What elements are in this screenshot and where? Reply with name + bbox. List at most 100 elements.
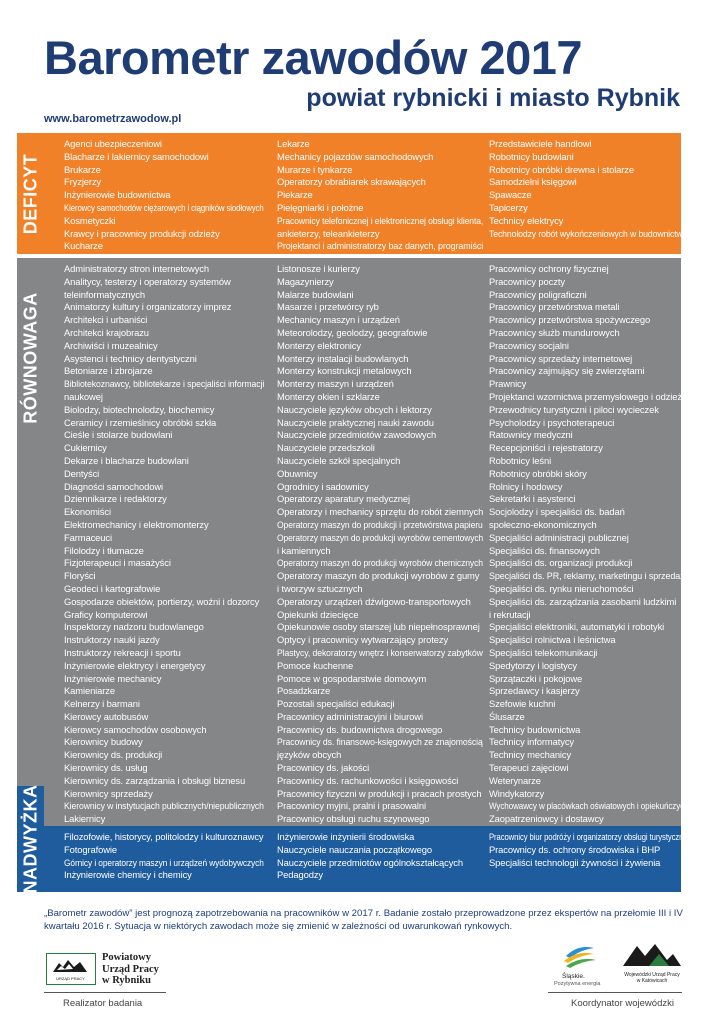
job-item: Plastycy, dekoratorzy wnętrz i konserwat… <box>277 646 483 658</box>
realizator-caption: Realizator badania <box>63 998 143 1009</box>
footnote: „Barometr zawodów” jest prognozą zapotrz… <box>44 908 683 932</box>
job-item: Specjaliści ds. finansowych <box>489 544 600 556</box>
job-item: Górnicy i operatorzy maszyn i urządzeń w… <box>64 856 264 868</box>
job-item: Optycy i pracownicy wytwarzający protezy <box>277 634 449 646</box>
job-item: Kierownicy budowy <box>64 736 143 748</box>
job-item: Pracownicy poligraficzni <box>489 288 587 300</box>
job-item: Inżynierowie elektrycy i energetycy <box>64 659 206 671</box>
job-item: Inżynierowie inżynierii środowiska <box>277 831 415 842</box>
job-item: Kierownicy w instytucjach publicznych/ni… <box>64 800 264 812</box>
rownowaga-col-3: Pracownicy ochrony fizycznej Pracownicy p… <box>489 263 689 826</box>
job-item: Spawacze <box>489 189 532 201</box>
job-item: Specjaliści administracji publicznej <box>489 531 629 543</box>
job-item: Recepcjoniści i rejestratorzy <box>489 442 603 454</box>
job-item: Ślusarze <box>489 710 525 722</box>
job-item: Meteorolodzy, geolodzy, geografowie <box>277 326 428 338</box>
job-item: Pracownicy służb mundurowych <box>489 326 620 338</box>
job-item: Geodeci i kartografowie <box>64 582 161 594</box>
job-item: Wychowawcy w placówkach oświatowych i op… <box>489 800 689 812</box>
page-title: Barometr zawodów 2017 <box>44 31 583 84</box>
job-item: Pracownicy ds. ochrony środowiska i BHP <box>489 843 661 855</box>
job-item: Pracownicy fizyczni w produkcji i pracac… <box>277 787 482 799</box>
job-item: Kierownicy ds. produkcji <box>64 749 163 761</box>
job-item: Fizjoterapeuci i masażyści <box>64 557 171 569</box>
job-item: Pozostali specjaliści edukacji <box>277 698 395 710</box>
page-subtitle: powiat rybnicki i miasto Rybnik <box>306 84 680 112</box>
job-item: Operatorzy i mechanicy sprzętu do robót … <box>277 506 483 518</box>
job-item: Robotnicy leśni <box>489 454 552 466</box>
job-item: Animatorzy kultury i organizatorzy impre… <box>64 301 232 313</box>
job-item: Pielęgniarki i położne <box>277 201 364 213</box>
job-item: Architekci krajobrazu <box>64 326 149 338</box>
pup-emblem-icon: URZĄD PRACY <box>53 960 87 981</box>
job-item: Windykatorzy <box>489 787 545 799</box>
job-item: Nauczyciele przedmiotów zawodowych <box>277 429 437 441</box>
job-item: Tapicerzy <box>489 201 528 213</box>
job-item: Lakiernicy <box>64 813 106 825</box>
job-item: Floryści <box>64 570 96 582</box>
job-item: Asystenci i technicy dentystyczni <box>64 352 197 364</box>
job-item: Nauczyciele szkół specjalnych <box>277 454 401 466</box>
slaskie-tagline: Pozytywna energia <box>554 981 601 987</box>
job-item: Betoniarze i zbrojarze <box>64 365 153 377</box>
job-item: Specjaliści rolnictwa i leśnictwa <box>489 634 616 646</box>
job-item: Kamieniarze <box>64 685 116 697</box>
job-item: Pracownicy myjni, pralni i prasowalni <box>277 800 426 812</box>
job-item: Operatorzy maszyn do produkcji i przetwó… <box>277 518 483 530</box>
job-item: Kierowcy autobusów <box>64 710 149 722</box>
job-item: Robotnicy obróbki skóry <box>489 467 587 479</box>
section-deficyt: DEFICYT Agenci ubezpieczeniowi Blacharze … <box>17 133 689 254</box>
website-link[interactable]: www.barometrzawodow.pl <box>44 113 182 125</box>
section-rownowaga: RÓWNOWAGA Administratorzy stron internet… <box>17 258 689 826</box>
job-item: Pomoce w gospodarstwie domowym <box>277 672 427 684</box>
job-item: i rekrutacji <box>489 608 531 620</box>
job-item: Operatorzy urządzeń dźwigowo-transportow… <box>277 595 471 607</box>
job-item: Operatorzy aparatury medycznej <box>277 493 410 505</box>
job-item: Specjaliści ds. PR, reklamy, marketingu … <box>489 570 689 582</box>
job-item: Projektanci i administratorzy baz danych… <box>277 240 483 252</box>
job-item: Archiwiści i muzealnicy <box>64 339 158 351</box>
job-item: Samodzielni księgowi <box>489 176 577 188</box>
job-item: Terapeuci zajęciowi <box>489 762 569 774</box>
job-item: języków obcych <box>277 749 342 761</box>
job-item: Graficy komputerowi <box>64 608 148 620</box>
job-item: Technolodzy robót wykończeniowych w budo… <box>489 227 689 239</box>
job-item: Pracownicy ds. budownictwa drogowego <box>277 723 443 735</box>
job-item: Architekci i urbaniści <box>64 314 148 326</box>
job-item: Specjaliści ds. rynku nieruchomości <box>489 582 634 594</box>
pup-name: Powiatowy Urząd Pracy w Rybniku <box>102 952 159 986</box>
job-item: Pracownicy telefonicznej i elektroniczne… <box>277 214 483 226</box>
job-item: Sprzedawcy i kasjerzy <box>489 685 580 697</box>
job-item: Filolodzy i tłumacze <box>64 544 144 556</box>
job-item: Technicy mechanicy <box>489 749 572 761</box>
job-item: Zaopatrzeniowcy i dostawcy <box>489 813 604 825</box>
job-item: Pracownicy ds. rachunkowości i księgowoś… <box>277 774 459 786</box>
job-item: Obuwnicy <box>277 467 318 479</box>
job-item: Nauczyciele języków obcych i lektorzy <box>277 403 432 415</box>
slaskie-logo: Śląskie. Pozytywna energia <box>554 942 617 987</box>
job-item: Inżynierowie chemicy i chemicy <box>64 869 192 881</box>
nadwyzka-col-3: Pracownicy biur podróży i organizatorzy … <box>489 831 689 869</box>
pup-logo-mark: URZĄD PRACY <box>46 953 96 985</box>
deficyt-col-1: Agenci ubezpieczeniowi Blacharze i lakier… <box>64 138 264 253</box>
job-item: Ratownicy medyczni <box>489 429 573 441</box>
job-item: Pedagodzy <box>277 869 324 881</box>
job-item: Mechanicy maszyn i urządzeń <box>277 314 400 326</box>
job-item: Operatorzy maszyn do produkcji wyrobów c… <box>277 531 483 543</box>
job-item: Monterzy instalacji budowlanych <box>277 352 409 364</box>
rownowaga-col-2: Listonosze i kurierzy Magazynierzy Malarze… <box>277 263 483 826</box>
job-item: Monterzy konstrukcji metalowych <box>277 365 412 377</box>
job-item: Nauczyciele nauczania początkowego <box>277 843 433 855</box>
job-item: Kosmetyczki <box>64 214 116 226</box>
job-item: Elektromechanicy i elektromonterzy <box>64 518 209 530</box>
section-label-nadwyzka: NADWYŻKA <box>17 785 44 894</box>
job-item: Magazynierzy <box>277 275 334 287</box>
job-item: Krawcy i pracownicy produkcji odzieży <box>64 227 220 239</box>
job-item: Listonosze i kurierzy <box>277 263 360 274</box>
deficyt-col-2: Lekarze Mechanicy pojazdów samochodowych M… <box>277 138 483 253</box>
job-item: Instruktorzy nauki jazdy <box>64 634 160 646</box>
job-item: Pracownicy biur podróży i organizatorzy … <box>489 831 689 842</box>
job-item: Technicy budownictwa <box>489 723 581 735</box>
deficyt-col-3: Przedstawiciele handlowi Robotnicy budowl… <box>489 138 689 240</box>
job-item: Pracownicy przetwórstwa metali <box>489 301 620 313</box>
